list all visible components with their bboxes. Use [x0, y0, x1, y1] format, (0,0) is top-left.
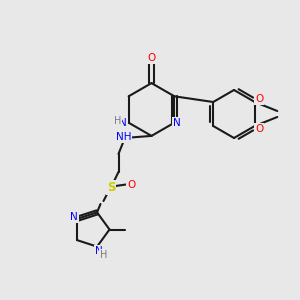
Text: N: N	[70, 212, 78, 222]
Text: N: N	[119, 118, 127, 128]
Text: S: S	[107, 181, 115, 194]
Text: O: O	[127, 179, 135, 190]
Text: H: H	[100, 250, 107, 260]
Text: H: H	[113, 116, 121, 126]
Text: N: N	[173, 118, 181, 128]
Text: O: O	[255, 94, 263, 104]
Text: NH: NH	[116, 132, 131, 142]
Text: O: O	[147, 53, 156, 63]
Text: O: O	[255, 124, 263, 134]
Text: N: N	[95, 246, 102, 256]
